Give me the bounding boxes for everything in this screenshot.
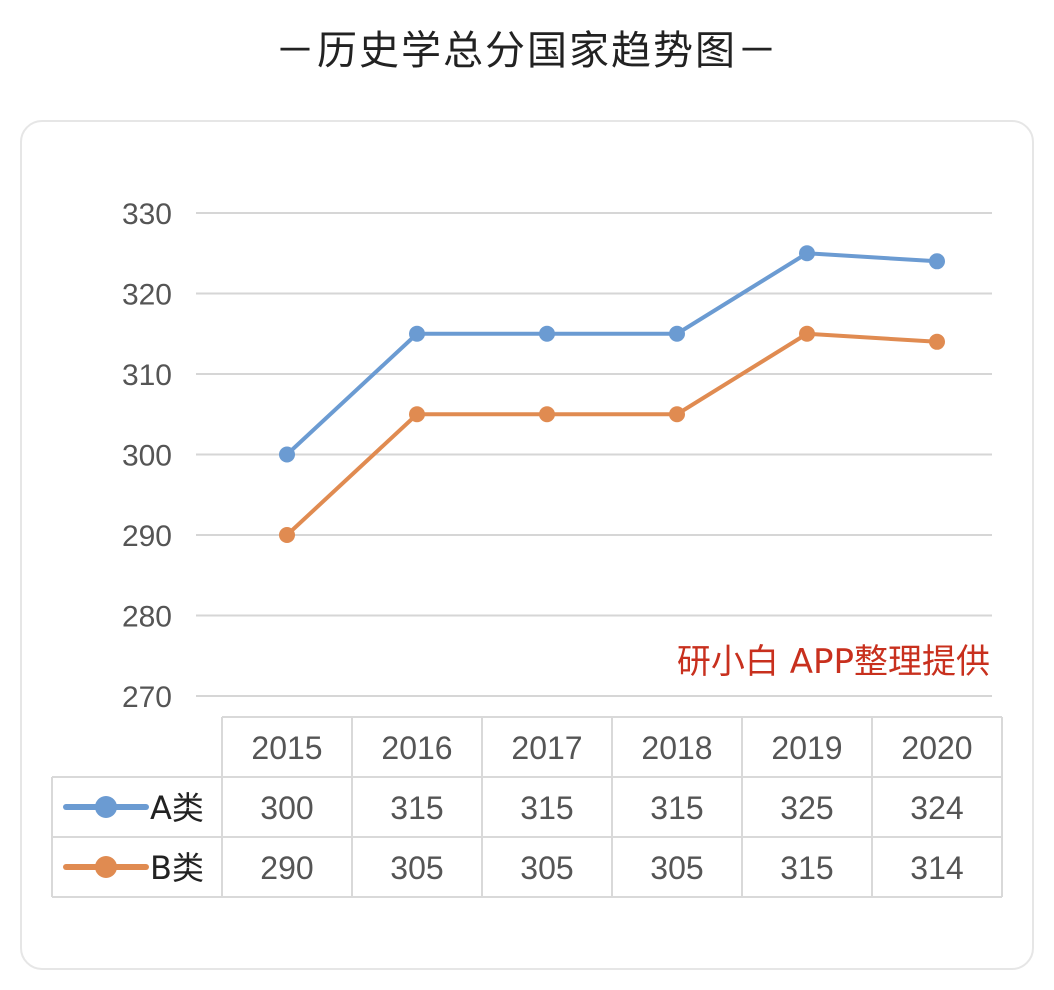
x-tick-label: 2016 <box>381 730 452 766</box>
data-point <box>409 325 425 342</box>
x-tick-label: 2019 <box>771 730 842 766</box>
table-cell: 315 <box>650 790 703 826</box>
table-cell: 290 <box>260 850 313 886</box>
data-point <box>799 245 815 262</box>
table-cell: 305 <box>390 850 443 886</box>
legend-marker-1 <box>95 796 117 818</box>
table-cell: 300 <box>260 790 313 826</box>
x-tick-label: 2018 <box>641 730 712 766</box>
table-cell: 305 <box>520 850 573 886</box>
data-point <box>409 406 425 423</box>
series-line-2 <box>285 331 938 537</box>
y-tick-label: 330 <box>122 198 172 231</box>
table-cell: 314 <box>910 850 963 886</box>
table-cell: 324 <box>910 790 963 826</box>
table-cell: 305 <box>650 850 703 886</box>
y-tick-label: 290 <box>122 520 172 553</box>
x-tick-label: 2020 <box>901 730 972 766</box>
data-point <box>669 325 685 342</box>
y-tick-label: 300 <box>122 440 172 473</box>
x-tick-label: 2017 <box>511 730 582 766</box>
chart-card <box>20 120 1034 970</box>
watermark-text: 研小白 APP整理提供 <box>677 642 990 682</box>
legend-label-2: B类 <box>150 849 204 887</box>
y-tick-label: 270 <box>122 681 172 714</box>
table-cell: 315 <box>390 790 443 826</box>
legend-label-1: A类 <box>150 789 204 827</box>
table-cell: 325 <box>780 790 833 826</box>
y-tick-label: 310 <box>122 359 172 392</box>
y-tick-label: 280 <box>122 601 172 634</box>
data-point <box>929 253 945 270</box>
table-cell: 315 <box>520 790 573 826</box>
x-tick-label: 2015 <box>251 730 322 766</box>
data-point <box>929 333 945 350</box>
legend-marker-2 <box>95 856 117 878</box>
data-point <box>799 325 815 342</box>
y-tick-label: 320 <box>122 279 172 312</box>
data-point <box>539 325 555 342</box>
data-point <box>669 406 685 423</box>
data-point <box>279 527 295 543</box>
chart-title: －历史学总分国家趋势图－ <box>275 28 779 74</box>
table-cell: 315 <box>780 850 833 886</box>
data-point <box>279 446 295 463</box>
data-point <box>539 406 555 423</box>
series-line-1 <box>285 251 938 456</box>
